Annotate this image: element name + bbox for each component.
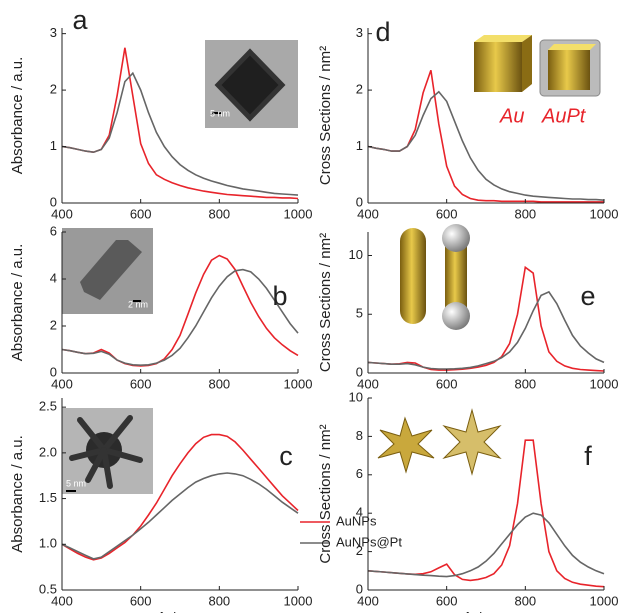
y-tick-label: 8 xyxy=(356,428,363,443)
data-line xyxy=(367,512,605,578)
y-tick-label: 0 xyxy=(356,581,363,596)
data-line xyxy=(367,265,605,372)
y-tick-label: 0 xyxy=(356,194,363,209)
tem-inset xyxy=(62,228,153,314)
panel-letter: e xyxy=(580,281,595,311)
y-axis-label: Absorbance / a.u. xyxy=(9,57,26,175)
x-tick-label: 400 xyxy=(51,593,73,608)
data-line xyxy=(61,71,299,196)
y-tick-label: 2.5 xyxy=(39,399,57,414)
x-tick-label: 800 xyxy=(208,206,230,221)
y-tick-label: 2 xyxy=(50,317,57,332)
x-tick-label: 400 xyxy=(51,206,73,221)
annotation: 5 nm xyxy=(210,108,230,118)
y-tick-label: 4 xyxy=(356,505,363,520)
x-tick-label: 400 xyxy=(357,376,379,391)
y-tick-label: 5 xyxy=(356,306,363,321)
y-tick-label: 3 xyxy=(50,25,57,40)
x-tick-label: 1000 xyxy=(284,593,313,608)
x-tick-label: 400 xyxy=(357,206,379,221)
y-tick-label: 1 xyxy=(356,138,363,153)
y-tick-label: 0 xyxy=(50,364,57,379)
y-axis-label: Absorbance / a.u. xyxy=(9,435,26,553)
y-tick-label: 2 xyxy=(50,82,57,97)
y-tick-label: 2 xyxy=(356,82,363,97)
y-tick-label: 6 xyxy=(50,223,57,238)
cube-illustration xyxy=(474,35,601,97)
x-tick-label: 400 xyxy=(51,376,73,391)
x-tick-label: 800 xyxy=(514,593,536,608)
annotation: 5 nm xyxy=(66,478,86,488)
panel-letter: a xyxy=(72,5,88,35)
x-tick-label: 400 xyxy=(357,593,379,608)
tem-inset xyxy=(205,40,298,128)
x-tick-label: 600 xyxy=(130,206,152,221)
panel-letter: b xyxy=(272,281,287,311)
y-tick-label: 6 xyxy=(356,466,363,481)
x-tick-label: 800 xyxy=(208,376,230,391)
y-tick-label: 2 xyxy=(356,543,363,558)
x-tick-label: 600 xyxy=(130,593,152,608)
annotation: AuPt xyxy=(541,105,587,127)
y-tick-label: 1.5 xyxy=(39,490,57,505)
x-tick-label: 600 xyxy=(436,206,458,221)
x-tick-label: 800 xyxy=(208,593,230,608)
panel-letter: d xyxy=(375,17,390,47)
y-tick-label: 4 xyxy=(50,270,57,285)
y-tick-label: 0 xyxy=(356,364,363,379)
x-tick-label: 1000 xyxy=(590,593,619,608)
data-line xyxy=(61,433,299,561)
star-illustration xyxy=(377,408,502,476)
x-tick-label: 800 xyxy=(514,206,536,221)
y-tick-label: 0 xyxy=(50,194,57,209)
x-tick-label: 1000 xyxy=(284,376,313,391)
y-tick-label: 1 xyxy=(50,138,57,153)
rod-illustration xyxy=(400,224,470,330)
legend-label: AuNPs xyxy=(336,513,377,528)
y-tick-label: 10 xyxy=(349,247,363,262)
y-axis-label: Cross Sections / nm² xyxy=(317,233,334,372)
x-tick-label: 600 xyxy=(436,376,458,391)
legend-label: AuNPs@Pt xyxy=(336,534,402,549)
data-line xyxy=(367,290,605,370)
panel-letter: f xyxy=(584,441,592,471)
tem-inset xyxy=(62,408,153,494)
data-line xyxy=(61,268,299,367)
x-tick-label: 1000 xyxy=(590,206,619,221)
y-tick-label: 1.0 xyxy=(39,536,57,551)
x-tick-label: 1000 xyxy=(590,376,619,391)
data-line xyxy=(367,90,605,201)
panel-letter: c xyxy=(279,441,293,471)
data-line xyxy=(61,254,299,367)
x-axis-label: λ / nm xyxy=(160,610,201,613)
y-tick-label: 2.0 xyxy=(39,444,57,459)
data-line xyxy=(61,472,299,560)
annotation: Au xyxy=(499,105,524,127)
y-axis-label: Cross Sections / nm² xyxy=(317,46,334,185)
x-tick-label: 600 xyxy=(130,376,152,391)
y-axis-label: Cross Sections / nm² xyxy=(317,424,334,563)
x-tick-label: 600 xyxy=(436,593,458,608)
y-tick-label: 3 xyxy=(356,25,363,40)
y-tick-label: 0.5 xyxy=(39,581,57,596)
annotation: 2 nm xyxy=(128,299,148,309)
x-tick-label: 800 xyxy=(514,376,536,391)
x-axis-label: λ / nm xyxy=(466,610,507,613)
y-axis-label: Absorbance / a.u. xyxy=(9,244,26,362)
y-tick-label: 10 xyxy=(349,389,363,404)
x-tick-label: 1000 xyxy=(284,206,313,221)
